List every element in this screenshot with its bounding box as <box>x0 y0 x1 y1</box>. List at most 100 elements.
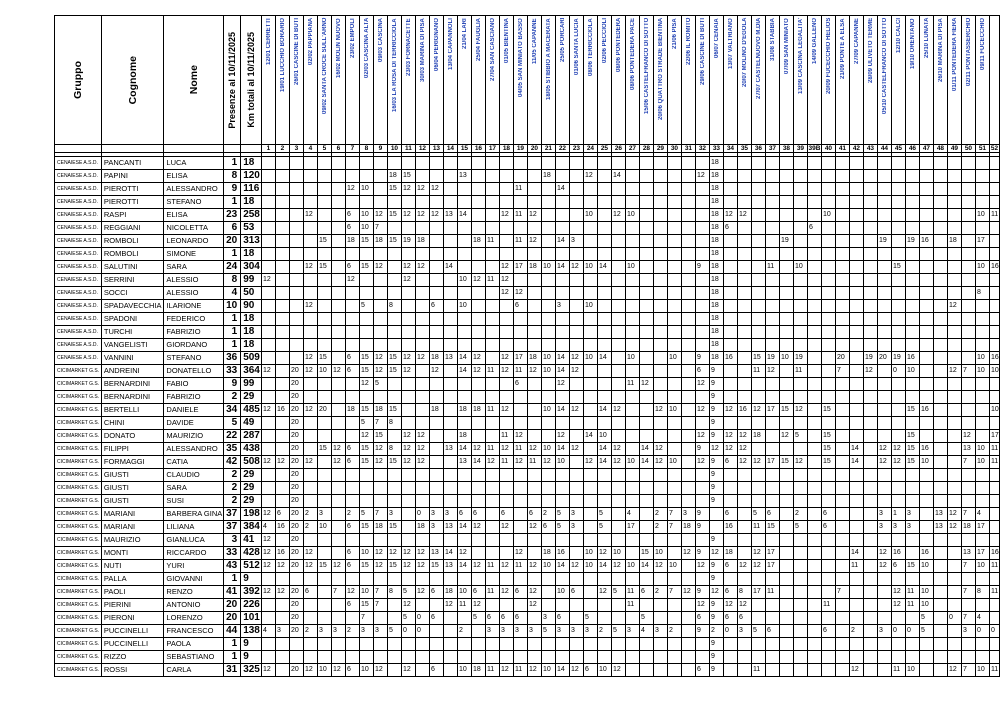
value-cell: 6 <box>722 585 738 599</box>
value-cell <box>316 221 332 235</box>
value-cell: 11 <box>512 208 528 222</box>
value-cell <box>526 546 542 560</box>
value-cell <box>470 169 486 183</box>
group-cell: CENAIESE A.S.D. <box>54 312 102 326</box>
value-cell <box>876 273 892 287</box>
value-cell <box>582 520 598 534</box>
value-cell: 11 <box>792 364 808 378</box>
value-cell <box>918 663 934 677</box>
value-cell <box>638 247 654 261</box>
value-cell <box>274 273 290 287</box>
value-cell <box>750 260 766 274</box>
value-cell <box>932 559 948 573</box>
value-cell <box>778 247 794 261</box>
value-cell: 6 <box>582 663 598 677</box>
value-cell <box>988 195 1000 209</box>
value-cell <box>386 598 402 612</box>
value-cell <box>694 572 710 586</box>
value-cell <box>456 533 472 547</box>
value-cell <box>442 234 458 248</box>
value-cell: 12 <box>736 442 752 456</box>
column-number: 12 <box>414 144 430 153</box>
value-cell <box>316 325 332 339</box>
value-cell: 12 <box>470 351 486 365</box>
value-cell <box>834 650 850 664</box>
value-cell: 2 <box>596 624 612 638</box>
value-cell: 14 <box>456 351 472 365</box>
value-cell <box>260 390 276 404</box>
value-cell <box>470 312 486 326</box>
value-cell <box>890 572 906 586</box>
value-cell <box>694 247 710 261</box>
value-cell <box>820 325 836 339</box>
value-cell <box>638 637 654 651</box>
value-cell: 6 <box>540 520 556 534</box>
value-cell <box>428 429 444 443</box>
value-cell <box>820 559 836 573</box>
value-cell <box>372 182 388 196</box>
value-cell <box>988 156 1000 170</box>
value-cell <box>442 156 458 170</box>
name-cell: ELISA <box>163 169 225 183</box>
value-cell <box>484 247 500 261</box>
value-cell <box>428 325 444 339</box>
value-cell: 14 <box>442 260 458 274</box>
value-cell: 16 <box>988 260 1000 274</box>
value-cell <box>638 325 654 339</box>
value-cell <box>680 611 696 625</box>
value-cell: 12 <box>372 546 388 560</box>
group-cell: CENAIESE A.S.D. <box>54 260 102 274</box>
value-cell <box>442 390 458 404</box>
value-cell <box>540 650 556 664</box>
value-cell <box>638 520 654 534</box>
value-cell <box>988 299 1000 313</box>
value-cell: 17 <box>974 546 990 560</box>
value-cell: 18 <box>946 234 962 248</box>
value-cell <box>764 195 780 209</box>
value-cell <box>596 611 612 625</box>
value-cell <box>932 546 948 560</box>
value-cell: 20 <box>288 611 304 625</box>
value-cell <box>694 273 710 287</box>
value-cell <box>876 403 892 417</box>
name-cell: STEFANO <box>163 351 225 365</box>
value-cell <box>862 494 878 508</box>
value-cell: 10 <box>358 585 374 599</box>
value-cell <box>428 416 444 430</box>
value-cell <box>316 455 332 469</box>
surname-cell: DONATO <box>100 429 165 443</box>
value-cell: 12 <box>596 585 612 599</box>
value-cell <box>414 533 430 547</box>
value-cell <box>540 572 556 586</box>
value-cell: 1 <box>890 507 906 521</box>
value-cell: 10 <box>778 351 794 365</box>
value-cell: 6 <box>344 442 360 456</box>
value-cell <box>876 325 892 339</box>
value-cell: 14 <box>596 403 612 417</box>
value-cell <box>862 637 878 651</box>
value-cell <box>792 221 808 235</box>
value-cell: 11 <box>512 182 528 196</box>
value-cell <box>848 481 864 495</box>
value-cell: 3 <box>568 507 584 521</box>
value-cell <box>344 650 360 664</box>
presence-table: Gruppo Cognome Nome Presenze al 10/11/20… <box>54 15 1000 677</box>
value-cell <box>554 598 570 612</box>
value-cell <box>498 169 514 183</box>
value-cell <box>848 273 864 287</box>
value-cell: 12 <box>330 559 346 573</box>
value-cell: 12 <box>708 585 724 599</box>
table-row: CICIMARKET G.S. PIERONI LORENZO 20 101 20 7 5 0 6… <box>54 611 1000 625</box>
value-cell <box>736 195 752 209</box>
value-cell: 8 <box>386 585 402 599</box>
value-cell <box>806 195 822 209</box>
value-cell <box>666 468 682 482</box>
name-cell: RENZO <box>163 585 225 599</box>
value-cell <box>680 325 696 339</box>
value-cell <box>862 247 878 261</box>
value-cell <box>260 637 276 651</box>
value-cell <box>666 429 682 443</box>
value-cell <box>960 390 976 404</box>
value-cell <box>638 663 654 677</box>
value-cell <box>456 156 472 170</box>
